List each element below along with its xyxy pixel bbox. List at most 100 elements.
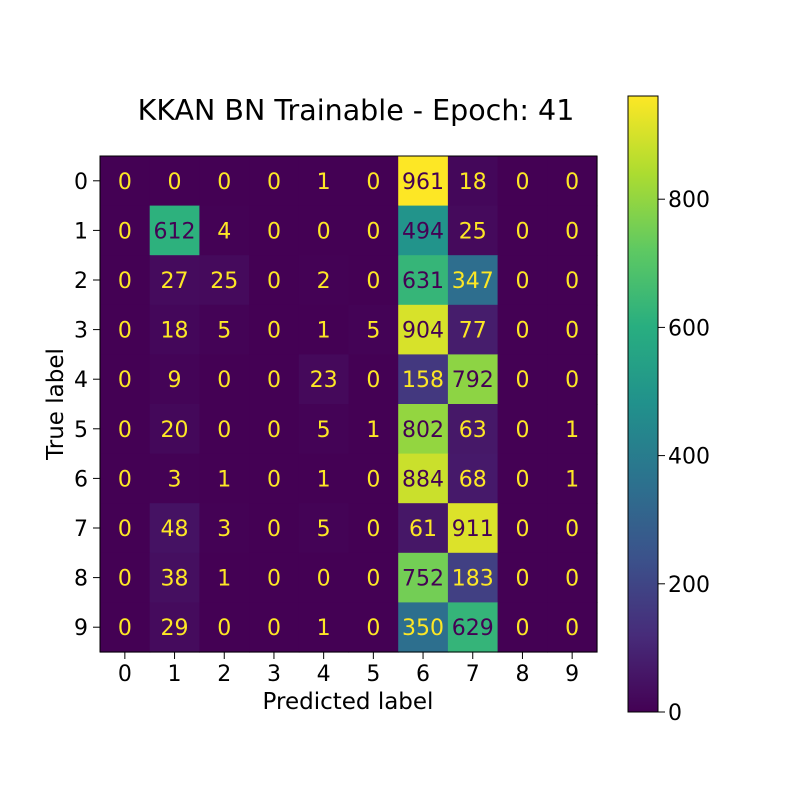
heatmap-cell bbox=[100, 602, 151, 653]
heatmap-cell bbox=[547, 552, 598, 603]
cell-value-label: 20 bbox=[161, 418, 189, 443]
heatmap-cell bbox=[348, 255, 399, 306]
heatmap-cell bbox=[298, 503, 350, 554]
heatmap-cell bbox=[298, 404, 350, 455]
heatmap-cell bbox=[199, 156, 250, 207]
heatmap-cell bbox=[348, 205, 399, 256]
heatmap-cell bbox=[497, 552, 548, 603]
colorbar-tick-label: 0 bbox=[668, 701, 682, 726]
cell-value-label: 0 bbox=[217, 368, 231, 393]
cell-value-label: 0 bbox=[565, 219, 579, 244]
heatmap-cell bbox=[199, 255, 250, 306]
cell-value-label: 961 bbox=[402, 170, 444, 195]
x-tick-label: 0 bbox=[118, 662, 132, 687]
heatmap-cell bbox=[547, 453, 598, 504]
y-tick-label: 7 bbox=[74, 517, 88, 542]
heatmap-cell bbox=[447, 304, 499, 355]
heatmap-cell bbox=[149, 503, 200, 554]
cell-value-label: 0 bbox=[515, 517, 529, 542]
cell-value-label: 25 bbox=[210, 269, 238, 294]
heatmap-cell bbox=[249, 304, 300, 355]
y-tick-label: 6 bbox=[74, 467, 88, 492]
cell-value-label: 0 bbox=[217, 418, 231, 443]
heatmap-cell bbox=[398, 304, 449, 355]
cell-value-label: 0 bbox=[118, 567, 132, 592]
heatmap-cell bbox=[249, 404, 300, 455]
heatmap-cell bbox=[298, 354, 350, 405]
cell-value-label: 0 bbox=[366, 219, 380, 244]
heatmap-cell bbox=[398, 602, 449, 653]
heatmap-cell bbox=[497, 404, 548, 455]
heatmap-cell bbox=[497, 255, 548, 306]
y-tick-label: 9 bbox=[74, 616, 88, 641]
heatmap-cell bbox=[199, 602, 250, 653]
heatmap-cell bbox=[497, 453, 548, 504]
heatmap-cell bbox=[447, 156, 499, 207]
heatmap-cell bbox=[547, 404, 598, 455]
heatmap-cell bbox=[497, 354, 548, 405]
y-tick-label: 0 bbox=[74, 170, 88, 195]
chart-title: KKAN BN Trainable - Epoch: 41 bbox=[138, 94, 575, 127]
heatmap-cell bbox=[199, 453, 250, 504]
cell-value-label: 61 bbox=[409, 517, 437, 542]
heatmap-cell bbox=[249, 552, 300, 603]
colorbar-tick-label: 600 bbox=[668, 316, 710, 341]
heatmap-cell bbox=[547, 602, 598, 653]
heatmap-cell bbox=[199, 354, 250, 405]
heatmap-cell bbox=[298, 304, 350, 355]
cell-value-label: 629 bbox=[452, 616, 494, 641]
cell-value-label: 0 bbox=[118, 368, 132, 393]
y-axis-label: True label bbox=[43, 348, 69, 461]
heatmap-cell bbox=[249, 156, 300, 207]
x-tick-label: 4 bbox=[317, 662, 331, 687]
cell-value-label: 0 bbox=[267, 418, 281, 443]
cell-value-label: 1 bbox=[217, 467, 231, 492]
cell-value-label: 752 bbox=[402, 567, 444, 592]
cell-value-label: 0 bbox=[267, 368, 281, 393]
plot-frame bbox=[99, 155, 598, 653]
heatmap-cell bbox=[497, 602, 548, 653]
cell-value-label: 27 bbox=[161, 269, 189, 294]
heatmap-cell bbox=[199, 304, 250, 355]
y-tick-label: 4 bbox=[74, 368, 88, 393]
cell-value-label: 0 bbox=[515, 567, 529, 592]
cell-value-label: 0 bbox=[217, 170, 231, 195]
colorbar bbox=[627, 95, 659, 713]
heatmap-cell bbox=[100, 552, 151, 603]
heatmap-cell bbox=[199, 552, 250, 603]
cell-value-label: 1 bbox=[317, 467, 331, 492]
heatmap-cell bbox=[497, 304, 548, 355]
heatmap-cell bbox=[447, 552, 499, 603]
heatmap-cell bbox=[149, 304, 200, 355]
heatmap-cell bbox=[100, 503, 151, 554]
cell-value-label: 904 bbox=[402, 319, 444, 344]
cell-value-label: 792 bbox=[452, 368, 494, 393]
cell-value-label: 0 bbox=[118, 170, 132, 195]
cell-value-label: 0 bbox=[366, 616, 380, 641]
heatmap-cell bbox=[348, 503, 399, 554]
cell-value-label: 0 bbox=[267, 467, 281, 492]
cell-value-label: 183 bbox=[452, 567, 494, 592]
cell-value-label: 494 bbox=[402, 219, 444, 244]
cell-value-label: 347 bbox=[452, 269, 494, 294]
heatmap-cell bbox=[398, 453, 449, 504]
cell-value-label: 0 bbox=[168, 170, 182, 195]
cell-value-label: 0 bbox=[366, 517, 380, 542]
cell-value-label: 0 bbox=[118, 467, 132, 492]
cell-value-label: 3 bbox=[217, 517, 231, 542]
heatmap-cell bbox=[298, 255, 350, 306]
cell-value-label: 0 bbox=[366, 170, 380, 195]
cell-value-label: 77 bbox=[459, 319, 487, 344]
y-tick-label: 3 bbox=[74, 319, 88, 344]
heatmap-cell bbox=[547, 304, 598, 355]
cell-value-label: 1 bbox=[217, 567, 231, 592]
heatmap-cell bbox=[298, 602, 350, 653]
cell-value-label: 1 bbox=[317, 319, 331, 344]
cell-value-label: 0 bbox=[565, 616, 579, 641]
heatmap-cell bbox=[398, 205, 449, 256]
x-tick-label: 5 bbox=[366, 662, 380, 687]
heatmap-cell bbox=[199, 404, 250, 455]
cell-value-label: 0 bbox=[267, 319, 281, 344]
heatmap-cell bbox=[547, 156, 598, 207]
